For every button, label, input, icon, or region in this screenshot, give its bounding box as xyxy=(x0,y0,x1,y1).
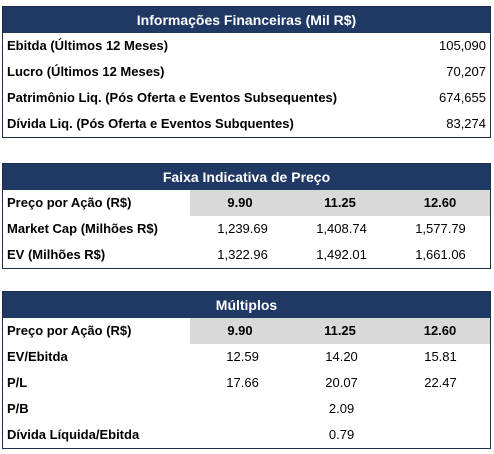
price-label: Preço por Ação (R$) xyxy=(7,195,132,210)
table-row: EV/Ebitda 12.59 14.20 15.81 xyxy=(3,344,490,370)
row-value: 83,274 xyxy=(446,116,486,131)
row-value: 22.47 xyxy=(424,375,457,390)
row-label: Ebitda (Últimos 12 Meses) xyxy=(7,38,169,53)
price-cell: 9.90 xyxy=(227,195,253,210)
row-value: 1,408.74 xyxy=(316,221,367,236)
row-value xyxy=(193,396,292,422)
price-range-table: Faixa Indicativa de Preço Preço por Ação… xyxy=(2,163,491,269)
table-row: EV (Milhões R$) 1,322.96 1,492.01 1,661.… xyxy=(3,242,490,268)
row-value: 105,090 xyxy=(439,38,486,53)
price-cell: 12.60 xyxy=(423,323,457,338)
price-cell: 9.90 xyxy=(227,323,253,338)
table-row: Ebitda (Últimos 12 Meses) 105,090 xyxy=(3,33,490,59)
row-value xyxy=(391,422,490,448)
price-row: Preço por Ação (R$) 9.90 11.25 12.60 xyxy=(3,190,490,216)
row-value: 70,207 xyxy=(446,64,486,79)
price-cell: 11.25 xyxy=(324,323,356,338)
row-label: P/L xyxy=(7,375,28,390)
row-value: 2.09 xyxy=(328,401,355,416)
row-label: Patrimônio Liq. (Pós Oferta e Eventos Su… xyxy=(7,90,338,105)
row-label: EV (Milhões R$) xyxy=(7,247,106,262)
row-label: Dívida Líquida/Ebitda xyxy=(7,427,140,442)
price-header-cells: 9.90 11.25 12.60 xyxy=(190,318,490,344)
multiples-title: Múltiplos xyxy=(3,292,490,318)
table-row: Dívida Liq. (Pós Oferta e Eventos Subque… xyxy=(3,111,490,137)
financial-info-title: Informações Financeiras (Mil R$) xyxy=(3,7,490,33)
row-value: 20.07 xyxy=(325,375,358,390)
financial-info-table: Informações Financeiras (Mil R$) Ebitda … xyxy=(2,6,491,138)
price-cell: 11.25 xyxy=(324,195,356,210)
price-cell: 12.60 xyxy=(423,195,457,210)
row-label: Lucro (Últimos 12 Meses) xyxy=(7,64,165,79)
price-label: Preço por Ação (R$) xyxy=(7,323,132,338)
row-value: 15.81 xyxy=(424,349,457,364)
price-row: Preço por Ação (R$) 9.90 11.25 12.60 xyxy=(3,318,490,344)
table-row: P/B 2.09 xyxy=(3,396,490,422)
multiples-table: Múltiplos Preço por Ação (R$) 9.90 11.25… xyxy=(2,291,491,449)
row-label: EV/Ebitda xyxy=(7,349,68,364)
table-row: Patrimônio Liq. (Pós Oferta e Eventos Su… xyxy=(3,85,490,111)
table-row: Lucro (Últimos 12 Meses) 70,207 xyxy=(3,59,490,85)
row-value: 12.59 xyxy=(226,349,259,364)
price-range-title: Faixa Indicativa de Preço xyxy=(3,164,490,190)
row-value: 0.79 xyxy=(328,427,355,442)
row-value: 17.66 xyxy=(226,375,259,390)
row-value xyxy=(391,396,490,422)
row-label: P/B xyxy=(7,401,29,416)
row-label: Dívida Liq. (Pós Oferta e Eventos Subque… xyxy=(7,116,294,131)
price-header-cells: 9.90 11.25 12.60 xyxy=(190,190,490,216)
row-value: 1,661.06 xyxy=(415,247,466,262)
table-row: P/L 17.66 20.07 22.47 xyxy=(3,370,490,396)
row-value: 1,492.01 xyxy=(316,247,367,262)
row-value: 1,239.69 xyxy=(217,221,268,236)
row-value: 14.20 xyxy=(325,349,358,364)
table-row: Market Cap (Milhões R$) 1,239.69 1,408.7… xyxy=(3,216,490,242)
row-value: 674,655 xyxy=(439,90,486,105)
row-value xyxy=(193,422,292,448)
row-label: Market Cap (Milhões R$) xyxy=(7,221,158,236)
row-value: 1,577.79 xyxy=(415,221,466,236)
row-value: 1,322.96 xyxy=(217,247,268,262)
table-row: Dívida Líquida/Ebitda 0.79 xyxy=(3,422,490,448)
